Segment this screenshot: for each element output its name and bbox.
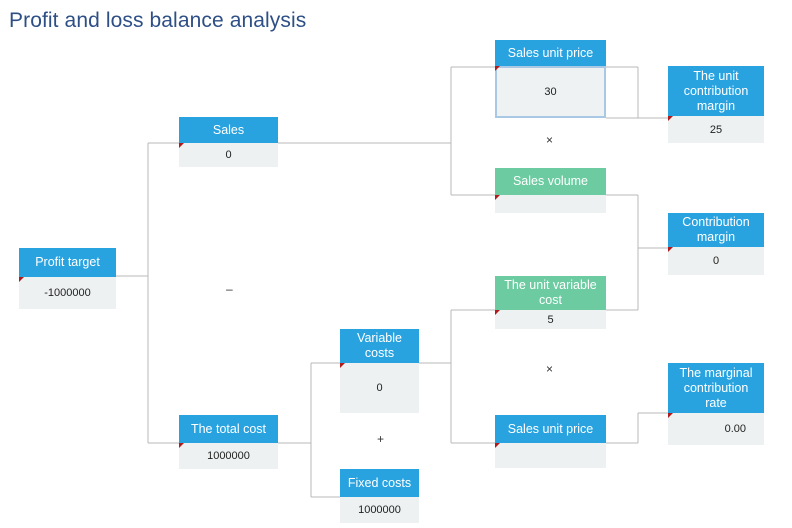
comment-marker: [19, 277, 24, 282]
variable-costs-value[interactable]: 0: [340, 363, 419, 413]
sales-unit-price-top-card: Sales unit price 30: [495, 40, 606, 118]
unit-variable-cost-label: The unit variable cost: [495, 276, 606, 310]
sales-unit-price-bottom-card: Sales unit price: [495, 415, 606, 468]
sales-unit-price-top-label: Sales unit price: [495, 40, 606, 66]
sales-volume-value[interactable]: [495, 195, 606, 213]
marginal-contribution-rate-label: The marginal contribution rate: [668, 363, 764, 413]
comment-marker: [340, 363, 345, 368]
sales-value[interactable]: 0: [179, 143, 278, 167]
comment-marker: [495, 443, 500, 448]
variable-costs-card: Variable costs 0: [340, 329, 419, 413]
sales-volume-card: Sales volume: [495, 168, 606, 213]
total-cost-card: The total cost 1000000: [179, 415, 278, 469]
times-operator-bottom: ×: [546, 362, 554, 376]
total-cost-value[interactable]: 1000000: [179, 443, 278, 469]
minus-operator: –: [226, 282, 233, 296]
unit-variable-cost-card: The unit variable cost 5: [495, 276, 606, 329]
comment-marker: [495, 310, 500, 315]
profit-target-label: Profit target: [19, 248, 116, 277]
profit-target-value[interactable]: -1000000: [19, 277, 116, 309]
unit-variable-cost-value[interactable]: 5: [495, 310, 606, 329]
sales-unit-price-bottom-label: Sales unit price: [495, 415, 606, 443]
comment-marker: [495, 66, 500, 71]
comment-marker: [668, 116, 673, 121]
sales-label: Sales: [179, 117, 278, 143]
comment-marker: [179, 443, 184, 448]
comment-marker: [668, 247, 673, 252]
unit-contribution-margin-label: The unit contribution margin: [668, 66, 764, 116]
marginal-contribution-rate-card: The marginal contribution rate 0.00: [668, 363, 764, 445]
comment-marker: [668, 413, 673, 418]
contribution-margin-value[interactable]: 0: [668, 247, 764, 275]
comment-marker: [179, 143, 184, 148]
fixed-costs-card: Fixed costs 1000000: [340, 469, 419, 523]
contribution-margin-label: Contribution margin: [668, 213, 764, 247]
plus-operator: +: [377, 432, 385, 446]
page-title: Profit and loss balance analysis: [9, 9, 307, 32]
sales-unit-price-bottom-value[interactable]: [495, 443, 606, 468]
fixed-costs-value[interactable]: 1000000: [340, 497, 419, 523]
sales-volume-label: Sales volume: [495, 168, 606, 195]
sales-unit-price-top-value[interactable]: 30: [495, 66, 606, 118]
times-operator-top: ×: [546, 133, 554, 147]
comment-marker: [495, 195, 500, 200]
unit-contribution-margin-card: The unit contribution margin 25: [668, 66, 764, 143]
profit-target-card: Profit target -1000000: [19, 248, 116, 309]
marginal-contribution-rate-value[interactable]: 0.00: [668, 413, 764, 445]
total-cost-label: The total cost: [179, 415, 278, 443]
sales-card: Sales 0: [179, 117, 278, 167]
fixed-costs-label: Fixed costs: [340, 469, 419, 497]
variable-costs-label: Variable costs: [340, 329, 419, 363]
contribution-margin-card: Contribution margin 0: [668, 213, 764, 275]
unit-contribution-margin-value[interactable]: 25: [668, 116, 764, 143]
